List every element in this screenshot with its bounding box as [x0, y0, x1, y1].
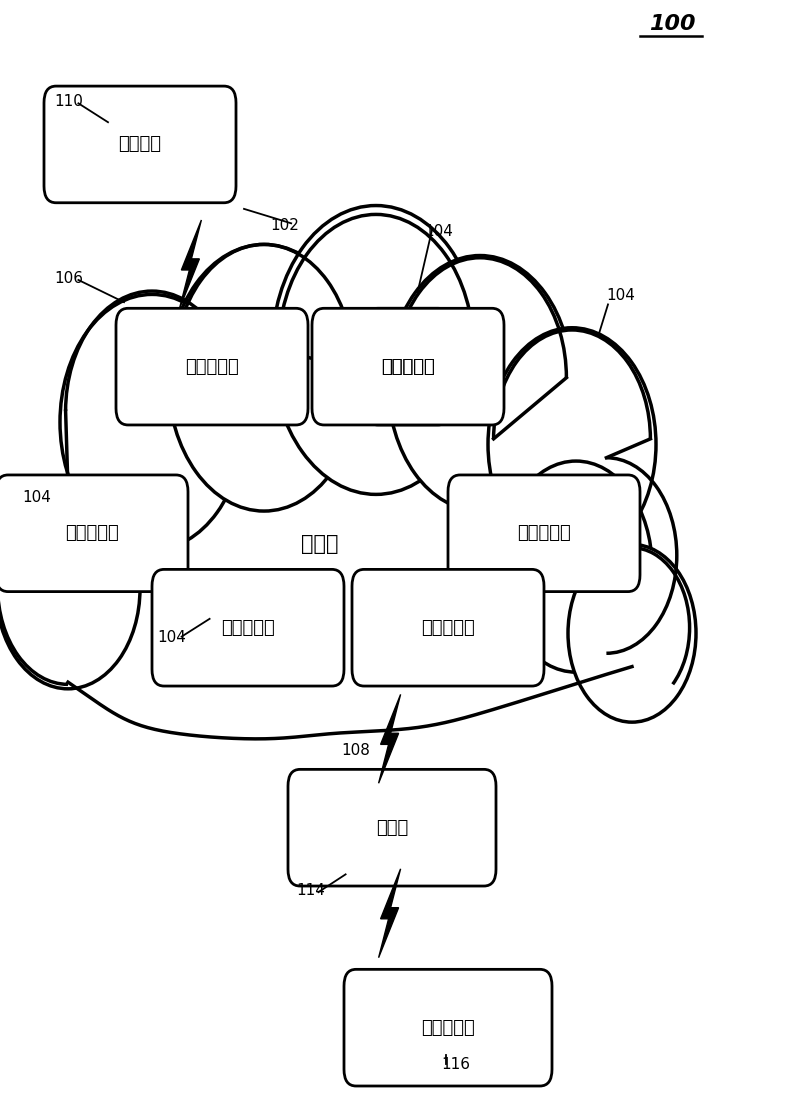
Text: 104: 104	[158, 630, 186, 645]
Circle shape	[160, 244, 352, 511]
Circle shape	[260, 578, 444, 833]
Circle shape	[484, 461, 668, 717]
Circle shape	[264, 211, 472, 500]
FancyBboxPatch shape	[44, 87, 236, 203]
Text: 116: 116	[442, 1057, 470, 1072]
Circle shape	[168, 244, 360, 511]
Polygon shape	[378, 694, 401, 783]
Circle shape	[68, 294, 252, 550]
Text: 主干网: 主干网	[302, 534, 338, 554]
Circle shape	[272, 206, 480, 494]
FancyBboxPatch shape	[288, 769, 496, 887]
Text: 104: 104	[22, 490, 51, 506]
Text: 核心路由器: 核心路由器	[221, 619, 275, 637]
Polygon shape	[378, 869, 401, 958]
Circle shape	[388, 256, 572, 511]
Circle shape	[168, 589, 344, 833]
Text: 114: 114	[296, 883, 325, 899]
FancyBboxPatch shape	[116, 309, 308, 426]
Text: 100: 100	[649, 14, 695, 34]
Text: 对等设备: 对等设备	[118, 136, 162, 153]
Circle shape	[0, 489, 140, 689]
Text: 控制器设备: 控制器设备	[421, 1019, 475, 1037]
Circle shape	[568, 544, 696, 722]
Circle shape	[388, 261, 572, 517]
Circle shape	[500, 461, 652, 672]
Text: 核心路由器: 核心路由器	[65, 524, 119, 542]
Text: 106: 106	[54, 271, 83, 287]
FancyBboxPatch shape	[366, 309, 450, 426]
FancyBboxPatch shape	[352, 570, 544, 687]
Text: 102: 102	[270, 218, 299, 233]
Text: 104: 104	[424, 223, 453, 239]
Circle shape	[360, 572, 536, 817]
Text: 108: 108	[342, 743, 370, 759]
Circle shape	[304, 400, 496, 667]
Circle shape	[492, 328, 660, 561]
Text: 104: 104	[606, 288, 635, 303]
Circle shape	[96, 389, 304, 678]
FancyBboxPatch shape	[0, 476, 188, 591]
Text: 110: 110	[54, 93, 83, 109]
FancyBboxPatch shape	[312, 309, 504, 426]
Circle shape	[60, 294, 244, 550]
Circle shape	[488, 328, 656, 561]
FancyBboxPatch shape	[152, 570, 344, 687]
Circle shape	[396, 406, 596, 683]
Circle shape	[68, 556, 252, 811]
Polygon shape	[179, 220, 202, 309]
Circle shape	[204, 383, 404, 661]
Circle shape	[12, 461, 196, 717]
Text: 接入路由器: 接入路由器	[421, 619, 475, 637]
Text: 源设备: 源设备	[376, 819, 408, 837]
Text: 核心路由器: 核心路由器	[381, 358, 435, 376]
Circle shape	[456, 572, 616, 794]
FancyBboxPatch shape	[344, 969, 552, 1087]
Text: 核心路由器: 核心路由器	[381, 358, 435, 376]
Text: 核心路由器: 核心路由器	[517, 524, 571, 542]
Text: 边缘路由器: 边缘路由器	[185, 358, 239, 376]
FancyBboxPatch shape	[448, 476, 640, 591]
